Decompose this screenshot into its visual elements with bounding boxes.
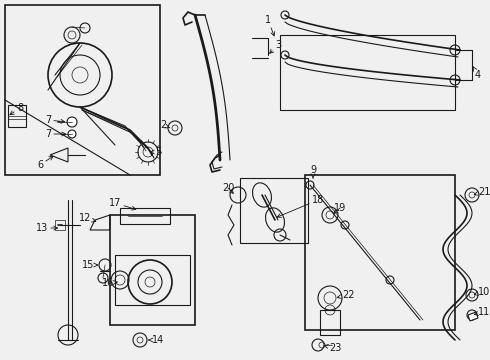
Text: 3: 3 — [270, 40, 281, 53]
Text: 12: 12 — [79, 213, 96, 223]
Bar — [320, 310, 340, 335]
Text: 6: 6 — [37, 156, 53, 170]
Text: 1: 1 — [265, 15, 274, 36]
Text: 17: 17 — [109, 198, 136, 210]
Text: 7: 7 — [45, 115, 65, 125]
Text: 22: 22 — [337, 290, 354, 300]
Text: 7: 7 — [45, 129, 66, 139]
Bar — [305, 175, 455, 330]
Text: 8: 8 — [10, 103, 23, 115]
Text: 14: 14 — [149, 335, 164, 345]
Text: 13: 13 — [36, 223, 58, 233]
Bar — [110, 215, 195, 325]
Text: 2: 2 — [160, 120, 169, 130]
Circle shape — [67, 117, 77, 127]
Text: 21: 21 — [474, 187, 490, 197]
Text: 11: 11 — [474, 307, 490, 317]
Text: 16: 16 — [102, 278, 117, 288]
Text: 23: 23 — [324, 343, 341, 353]
Bar — [240, 178, 308, 243]
Bar — [115, 255, 190, 305]
Bar — [55, 220, 65, 230]
Text: 4: 4 — [473, 67, 481, 80]
Text: 9: 9 — [310, 165, 316, 178]
Circle shape — [68, 130, 76, 138]
Bar — [8, 105, 26, 127]
Bar — [120, 208, 170, 224]
Bar — [5, 5, 160, 175]
Text: 18: 18 — [277, 195, 324, 217]
Text: 15: 15 — [82, 260, 98, 270]
Text: 10: 10 — [474, 287, 490, 297]
Text: 19: 19 — [334, 203, 346, 213]
Bar — [280, 35, 455, 110]
Text: 5: 5 — [150, 147, 161, 157]
Polygon shape — [468, 312, 478, 321]
Text: 20: 20 — [222, 183, 234, 193]
